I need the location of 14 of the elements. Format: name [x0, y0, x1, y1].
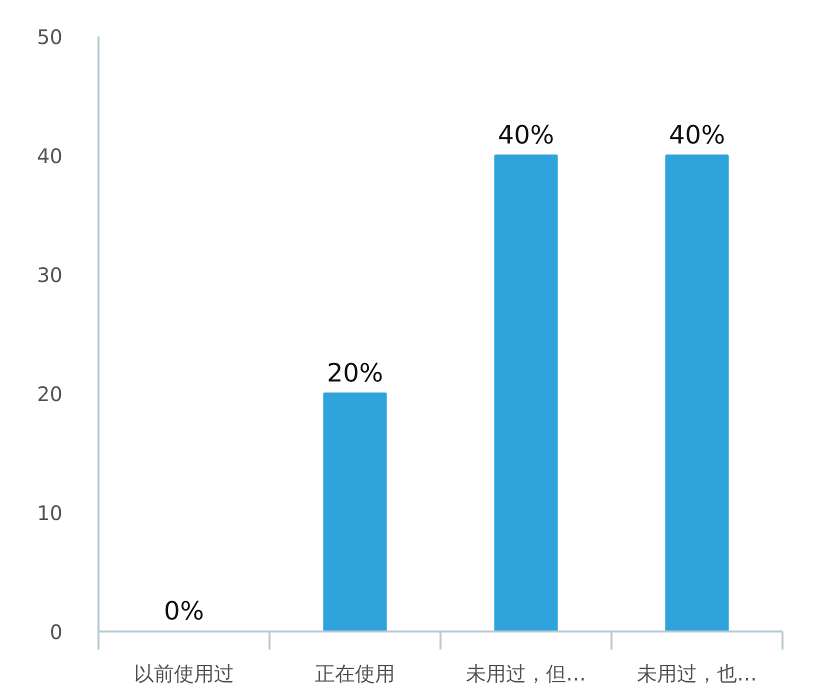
- data-label: 40%: [498, 120, 554, 150]
- y-tick-label: 50: [37, 25, 63, 49]
- data-label: 20%: [326, 358, 384, 388]
- y-tick-label: 10: [37, 501, 63, 525]
- y-tick-label: 20: [37, 382, 63, 406]
- x-tick-label: 未用过，但…: [466, 662, 586, 686]
- x-tick-label: 未用过，也…: [637, 662, 757, 686]
- data-label: 0%: [164, 596, 204, 626]
- x-tick-label: 正在使用: [315, 662, 395, 686]
- y-tick-label: 0: [50, 620, 63, 644]
- y-tick-label: 30: [37, 263, 63, 287]
- y-tick-label: 40: [37, 144, 63, 168]
- x-tick-label: 以前使用过: [134, 662, 234, 686]
- data-label: 40%: [668, 120, 726, 150]
